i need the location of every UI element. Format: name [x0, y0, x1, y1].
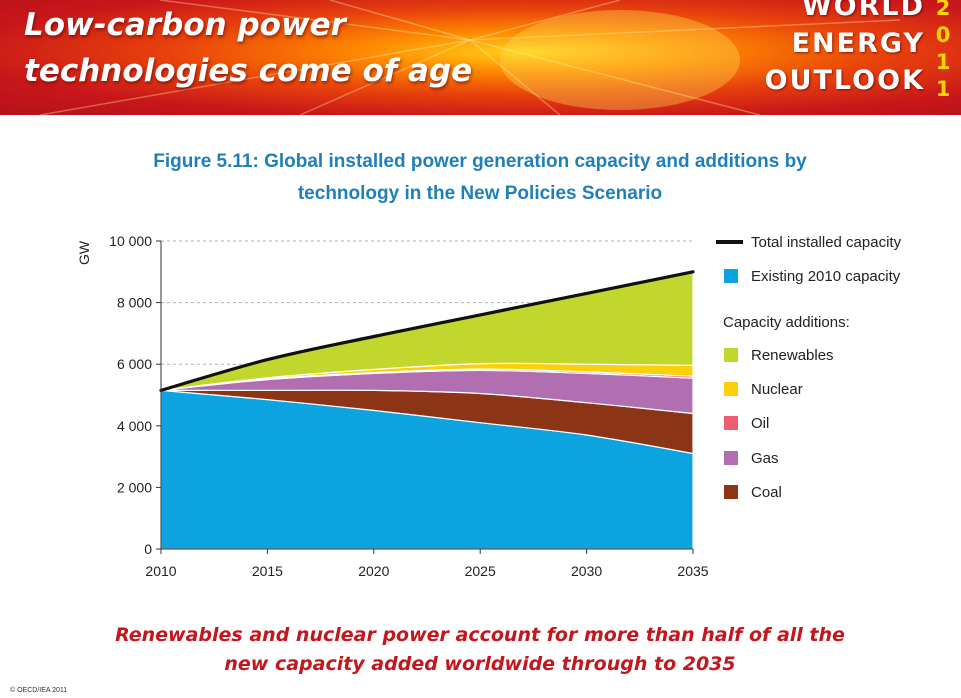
- year-digit: 0: [935, 23, 951, 47]
- y-tick-label: 0: [144, 541, 152, 557]
- legend-item-nuclear: Nuclear: [716, 376, 803, 402]
- legend-item-oil: Oil: [716, 410, 769, 436]
- legend-swatch-nuclear: [724, 382, 738, 396]
- x-tick-label: 2035: [677, 563, 708, 579]
- legend-total-line: [716, 240, 743, 244]
- legend-swatch-renewables: [724, 348, 738, 362]
- legend-item-coal: Coal: [716, 479, 782, 505]
- x-tick-label: 2020: [358, 563, 389, 579]
- logo-line-world: WORLD: [801, 0, 925, 22]
- logo-line-outlook: OUTLOOK: [764, 65, 925, 96]
- figure-title: Figure 5.11: Global installed power gene…: [153, 151, 807, 204]
- legend-swatch-existing: [724, 269, 738, 283]
- legend-label-oil: Oil: [751, 414, 770, 432]
- total-capacity-line: [159, 270, 695, 392]
- legend-item-renewables: Renewables: [716, 342, 834, 368]
- year-digit: 1: [935, 50, 951, 74]
- y-tick-label: 10 000: [109, 233, 152, 249]
- x-tick-label: 2010: [145, 563, 176, 579]
- y-tick-label: 8 000: [117, 295, 152, 311]
- legend-additions-heading: Capacity additions:: [723, 314, 850, 331]
- logo-year: 2 0 1 1: [933, 0, 953, 103]
- header-banner: Low-carbon power technologies come of ag…: [0, 0, 961, 115]
- caption: Renewables and nuclear power account for…: [115, 624, 845, 675]
- y-tick-label: 4 000: [117, 418, 152, 434]
- legend-label-renewables: Renewables: [751, 346, 834, 364]
- y-tick-label: 6 000: [117, 356, 152, 372]
- legend-swatch-coal: [724, 485, 738, 499]
- axes: 0 2 000 4 000 6 000 8 000 10 000 2010 2015 2020 2…: [76, 233, 709, 579]
- legend-label-total: Total installed capacity: [751, 233, 902, 251]
- weo-logo: WORLD ENERGY OUTLOOK: [765, 0, 925, 99]
- legend-label-gas: Gas: [751, 449, 779, 467]
- banner-title: Low-carbon power technologies come of ag…: [24, 7, 473, 89]
- stacked-areas: [159, 270, 695, 550]
- x-tick-label: 2025: [465, 563, 496, 579]
- banner-background-graphic: [39, 0, 901, 115]
- legend-label-existing: Existing 2010 capacity: [751, 267, 901, 285]
- year-digit: 2: [935, 0, 951, 20]
- legend-item-gas: Gas: [716, 445, 779, 471]
- legend-label-nuclear: Nuclear: [751, 380, 803, 398]
- copyright-notice: © OECD/IEA 2011: [10, 687, 68, 694]
- x-tick-label: 2030: [571, 563, 602, 579]
- y-axis-label: GW: [76, 240, 92, 265]
- legend-label-coal: Coal: [751, 483, 782, 501]
- legend-swatch-gas: [724, 451, 738, 465]
- x-tick-label: 2015: [252, 563, 283, 579]
- legend-item-existing: Existing 2010 capacity: [716, 263, 900, 289]
- y-tick-label: 2 000: [117, 479, 152, 495]
- logo-line-energy: ENERGY: [791, 28, 925, 59]
- capacity-chart: 0 2 000 4 000 6 000 8 000 10 000 2010 2015 2020 2…: [76, 233, 709, 579]
- legend-swatch-oil: [724, 416, 738, 430]
- year-digit: 1: [935, 77, 951, 101]
- legend-item-total: Total installed capacity: [716, 229, 901, 255]
